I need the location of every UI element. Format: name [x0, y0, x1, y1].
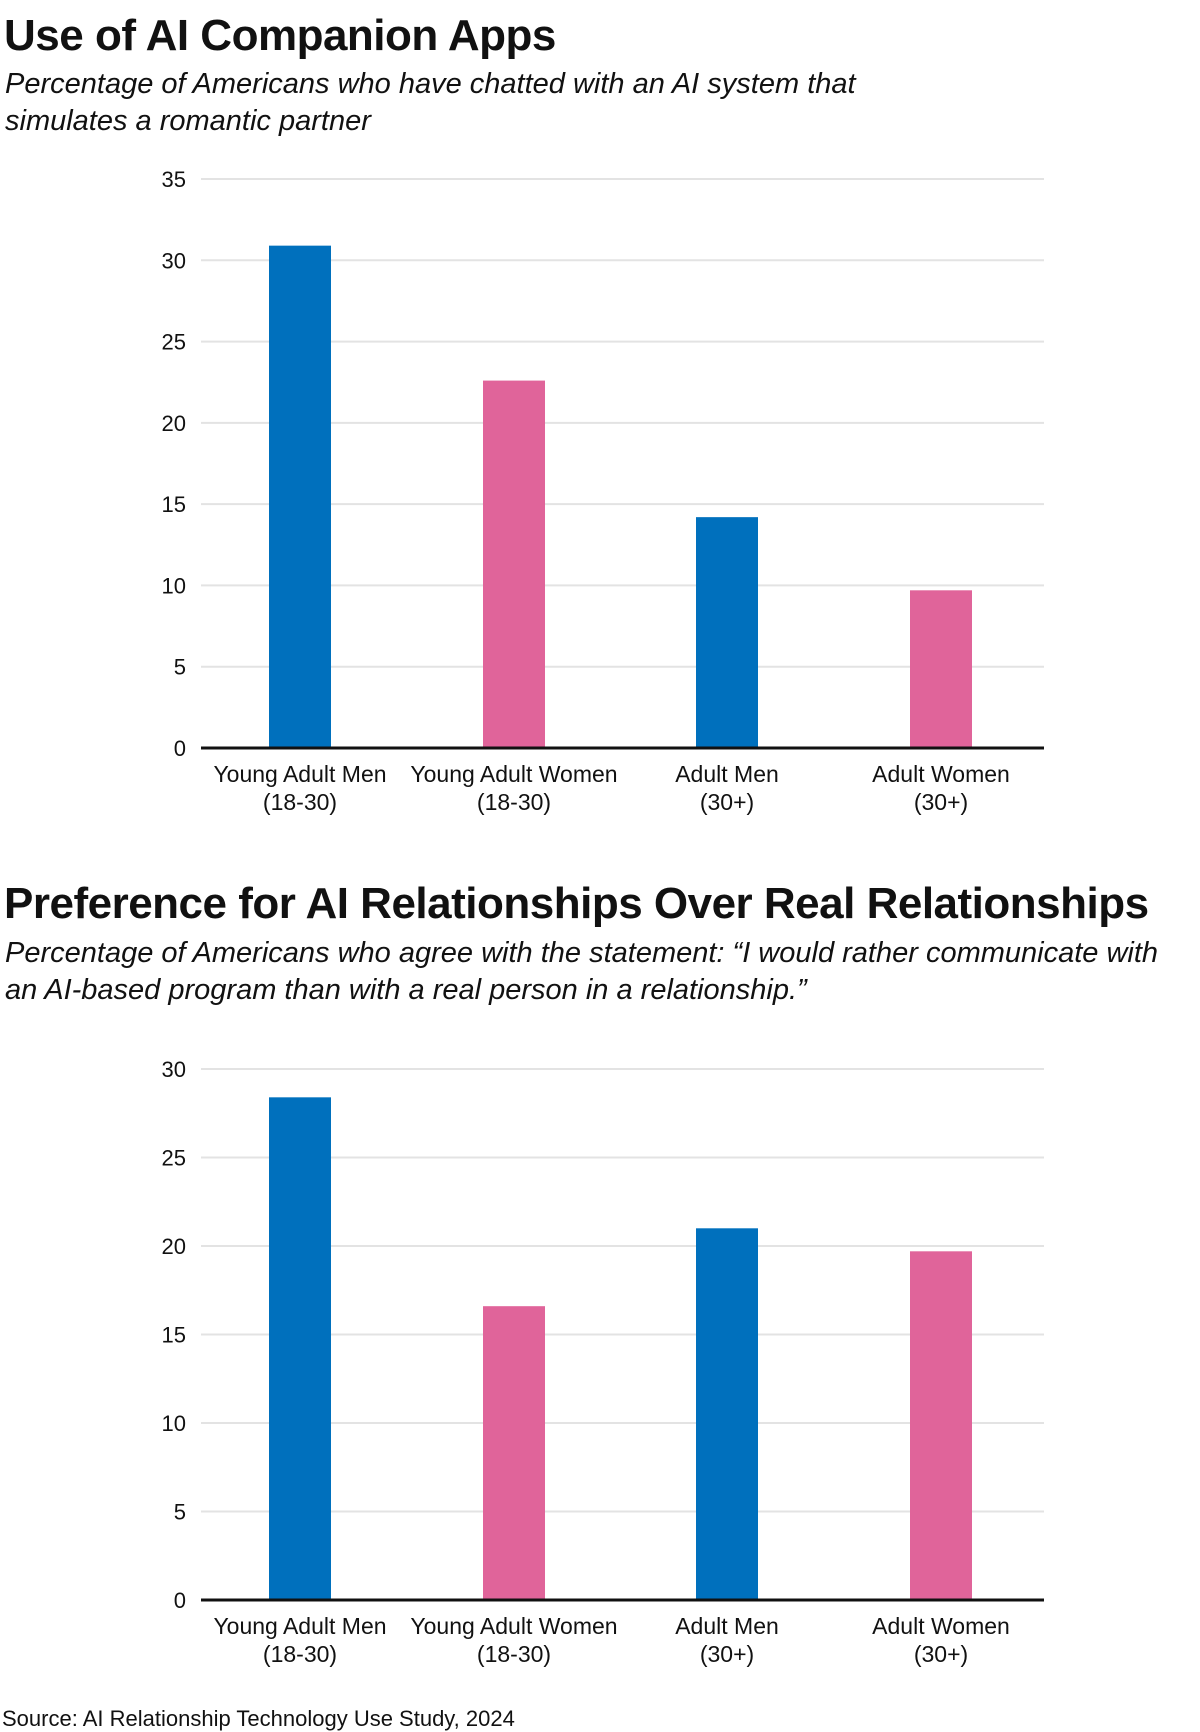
y-tick-label: 35: [162, 167, 186, 192]
chart2-subtitle: Percentage of Americans who agree with t…: [5, 937, 1159, 1006]
y-tick-label: 20: [162, 1234, 186, 1259]
x-tick-label: Adult Men: [675, 1613, 779, 1639]
x-tick-label: (18-30): [477, 1641, 551, 1667]
x-tick-label: Young Adult Women: [410, 1613, 617, 1639]
bar-adult-men: [696, 1228, 758, 1600]
y-tick-label: 30: [162, 248, 186, 273]
y-tick-label: 25: [162, 1146, 186, 1171]
chart1-title: Use of AI Companion Apps: [4, 11, 556, 60]
y-tick-label: 10: [162, 1411, 186, 1436]
x-tick-label: Adult Women: [872, 1613, 1010, 1639]
chart2-title: Preference for AI Relationships Over Rea…: [4, 879, 1149, 928]
chart1-subtitle: Percentage of Americans who have chatted…: [5, 68, 856, 137]
y-tick-label: 0: [174, 736, 186, 761]
bar-adult-women: [910, 1251, 972, 1600]
bar-adult-men: [696, 517, 758, 748]
x-tick-label: (30+): [700, 1641, 754, 1667]
x-tick-label: Young Adult Women: [410, 761, 617, 787]
x-tick-label: (30+): [914, 1641, 968, 1667]
y-tick-label: 15: [162, 1323, 186, 1348]
bar-young-adult-women: [483, 1306, 545, 1600]
x-tick-label: Adult Women: [872, 761, 1010, 787]
y-tick-label: 10: [162, 573, 186, 598]
y-tick-label: 15: [162, 492, 186, 517]
x-tick-label: Young Adult Men: [213, 761, 386, 787]
x-tick-label: Adult Men: [675, 761, 779, 787]
bar-young-adult-men: [269, 245, 331, 748]
bar-young-adult-men: [269, 1097, 331, 1600]
y-tick-label: 5: [174, 655, 186, 680]
y-tick-label: 20: [162, 411, 186, 436]
y-tick-label: 25: [162, 330, 186, 355]
source-note: Source: AI Relationship Technology Use S…: [2, 1706, 515, 1731]
x-tick-label: (18-30): [263, 1641, 337, 1667]
bar-adult-women: [910, 590, 972, 748]
x-tick-label: (18-30): [477, 789, 551, 815]
x-tick-label: (30+): [700, 789, 754, 815]
x-tick-label: Young Adult Men: [213, 1613, 386, 1639]
bar-young-adult-women: [483, 380, 545, 748]
y-tick-label: 30: [162, 1057, 186, 1082]
x-tick-label: (18-30): [263, 789, 337, 815]
x-tick-label: (30+): [914, 789, 968, 815]
y-tick-label: 5: [174, 1500, 186, 1525]
y-tick-label: 0: [174, 1588, 186, 1613]
